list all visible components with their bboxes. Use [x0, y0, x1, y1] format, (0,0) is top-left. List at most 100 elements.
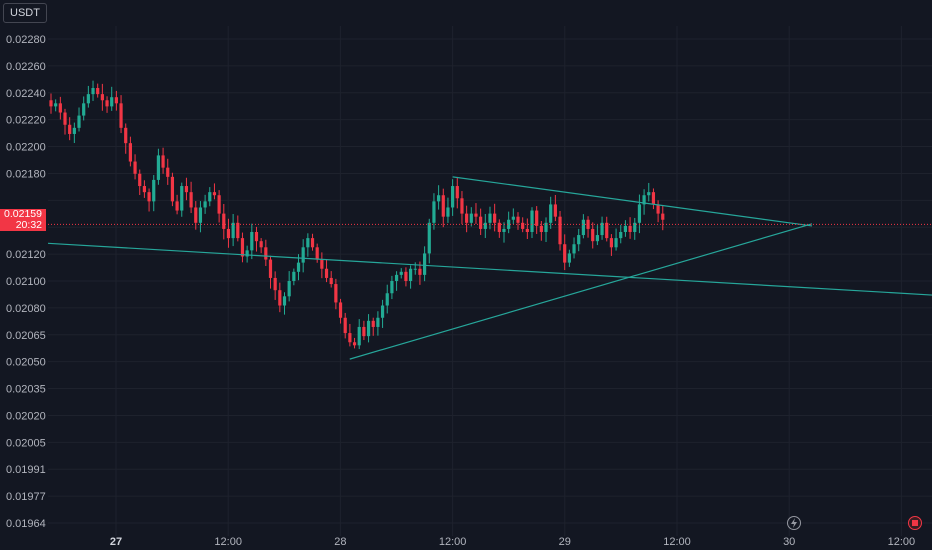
- countdown-timer: 20:32: [15, 219, 42, 231]
- candle-body: [521, 222, 525, 229]
- candle-body: [161, 155, 165, 168]
- candle-body: [352, 342, 357, 346]
- candle-body: [301, 247, 305, 263]
- candle-body: [600, 222, 604, 236]
- x-tick-label: 27: [110, 536, 122, 548]
- candle-body: [212, 192, 217, 196]
- candle-body: [525, 228, 529, 232]
- candle-body: [278, 290, 282, 306]
- candle-body: [254, 231, 259, 242]
- candle-body: [460, 198, 464, 214]
- candle-body: [357, 326, 361, 346]
- y-tick-label: 0.02050: [6, 357, 46, 369]
- candle-body: [591, 228, 595, 242]
- candle-body: [469, 213, 473, 223]
- candle-body: [380, 305, 385, 318]
- currency-label[interactable]: USDT: [3, 3, 47, 23]
- candle-body: [91, 88, 95, 95]
- candle-body: [72, 127, 76, 134]
- y-tick-label: 0.02180: [6, 168, 46, 180]
- candle-body: [493, 213, 497, 223]
- triangle-upper-line[interactable]: [452, 176, 813, 227]
- candle-body: [371, 320, 375, 327]
- flag-icon[interactable]: [908, 516, 922, 530]
- y-tick-label: 0.02260: [6, 61, 46, 73]
- candle-body: [320, 259, 324, 269]
- candle-body: [549, 204, 553, 223]
- candle-body: [479, 216, 483, 229]
- candle-body: [338, 302, 343, 318]
- candle-body: [661, 213, 665, 220]
- candle-body: [82, 103, 86, 116]
- grid-lines: [48, 26, 932, 536]
- candle-body: [539, 225, 543, 232]
- candle-body: [446, 207, 450, 217]
- triangle-lower-line[interactable]: [349, 223, 813, 360]
- candle-body: [310, 238, 315, 248]
- candle-body: [273, 277, 277, 291]
- candle-body: [558, 216, 562, 245]
- x-tick-label: 12:00: [663, 536, 691, 548]
- candle-body: [329, 277, 333, 285]
- candle-body: [264, 247, 268, 260]
- candle-body: [385, 293, 389, 306]
- candle-body: [567, 253, 571, 263]
- candle-body: [49, 100, 53, 107]
- x-tick-label: 12:00: [214, 536, 242, 548]
- candle-body: [175, 201, 179, 211]
- candle-body: [516, 216, 520, 223]
- trendlines[interactable]: [47, 176, 932, 360]
- y-tick-label: 0.02240: [6, 88, 46, 100]
- candle-body: [268, 259, 273, 278]
- candle-body: [287, 281, 291, 297]
- upper-descending-line[interactable]: [47, 242, 932, 296]
- candle-body: [180, 186, 184, 211]
- candle-body: [198, 207, 203, 223]
- candle-body: [502, 228, 506, 232]
- candle-body: [231, 222, 235, 239]
- candle-body: [217, 195, 221, 214]
- candle-body: [432, 201, 436, 223]
- candle-body: [166, 167, 170, 177]
- candle-body: [128, 143, 132, 162]
- candle-body: [605, 222, 609, 239]
- candle-body: [142, 186, 146, 193]
- candle-body: [563, 244, 567, 263]
- candle-body: [530, 210, 534, 232]
- candle-body: [110, 97, 114, 107]
- candle-body: [544, 222, 548, 232]
- candle-body: [208, 192, 212, 202]
- candle-body: [581, 219, 585, 236]
- candle-body: [324, 268, 329, 278]
- x-axis-labels: 27 12:00 28 12:00 29 12:00 30 12:00: [110, 536, 915, 548]
- candle-body: [637, 204, 642, 223]
- x-tick-label: 30: [783, 536, 795, 548]
- candle-body: [156, 155, 161, 180]
- lightning-icon[interactable]: [787, 516, 801, 530]
- candle-body: [474, 213, 478, 217]
- y-tick-label: 0.02200: [6, 142, 46, 154]
- candle-body: [54, 103, 58, 107]
- candle-body: [306, 238, 310, 248]
- candle-body: [100, 94, 104, 101]
- candle-body: [577, 235, 581, 245]
- candle-body: [133, 161, 137, 174]
- candle-body: [184, 186, 189, 193]
- candle-body: [63, 112, 67, 125]
- candle-body: [114, 97, 118, 104]
- candle-body: [413, 268, 417, 270]
- candle-body: [497, 222, 501, 232]
- candle-body: [236, 222, 240, 239]
- candle-body: [572, 244, 576, 254]
- candle-body: [642, 195, 646, 205]
- candle-body: [441, 195, 445, 217]
- candle-body: [250, 231, 254, 251]
- candle-body: [423, 253, 427, 275]
- candle-body: [651, 192, 656, 205]
- y-tick-label: 0.01991: [6, 464, 46, 476]
- candle-body: [334, 284, 338, 303]
- y-tick-label: 0.02065: [6, 330, 46, 342]
- candle-body: [189, 192, 193, 208]
- y-tick-label: 0.02080: [6, 303, 46, 315]
